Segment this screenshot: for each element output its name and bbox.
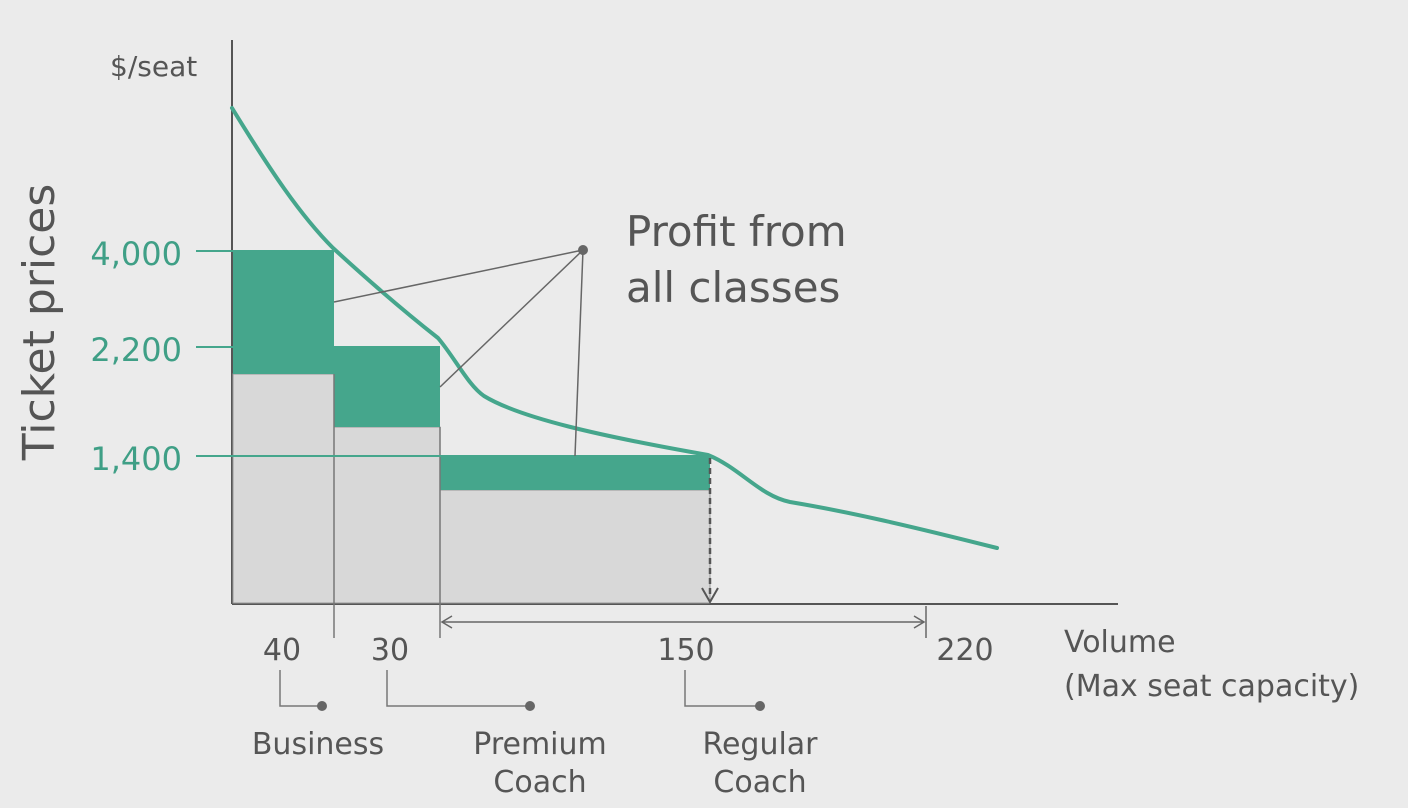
profit-bar-premium-coach bbox=[334, 347, 440, 427]
y-tick-1400: 1,400 bbox=[90, 440, 182, 478]
class-label-business: Business bbox=[252, 727, 384, 762]
capacity-drop-arrowhead bbox=[701, 587, 719, 605]
profit-bar-business bbox=[233, 251, 334, 374]
x-tick-30: 30 bbox=[371, 633, 409, 668]
class-leaders bbox=[279, 670, 765, 711]
x-tick-150: 150 bbox=[657, 633, 714, 668]
x-tick-40: 40 bbox=[263, 633, 301, 668]
profit-bars bbox=[233, 251, 710, 490]
x-axis-title: Volume bbox=[1064, 625, 1176, 660]
annotation-line-1: Profit from bbox=[626, 207, 847, 256]
y-axis-title: Ticket prices bbox=[14, 184, 65, 462]
capacity-range-arrow-left bbox=[440, 615, 453, 629]
class-label-regular-line1: Regular bbox=[702, 727, 818, 762]
cost-bar-premium-coach bbox=[333, 426, 441, 604]
class-label-regular-line2: Coach bbox=[713, 765, 806, 800]
y-unit-label: $/seat bbox=[110, 50, 197, 83]
demand-curve bbox=[230, 106, 999, 550]
y-tick-4000: 4,000 bbox=[90, 235, 182, 273]
annotation-pointers bbox=[333, 245, 588, 457]
capacity-range-arrow-right bbox=[913, 615, 926, 629]
profit-bar-regular-coach bbox=[440, 456, 710, 490]
y-tick-2200: 2,200 bbox=[90, 331, 182, 369]
annotation-dot bbox=[578, 245, 588, 255]
class-label-premium-line1: Premium bbox=[473, 727, 607, 762]
x-axis-subtitle: (Max seat capacity) bbox=[1064, 669, 1359, 704]
annotation-line-2: all classes bbox=[626, 263, 840, 312]
class-label-premium-line2: Coach bbox=[493, 765, 586, 800]
cost-bar-regular-coach bbox=[439, 489, 711, 604]
cost-bar-business bbox=[232, 373, 335, 604]
x-tick-220: 220 bbox=[936, 633, 993, 668]
